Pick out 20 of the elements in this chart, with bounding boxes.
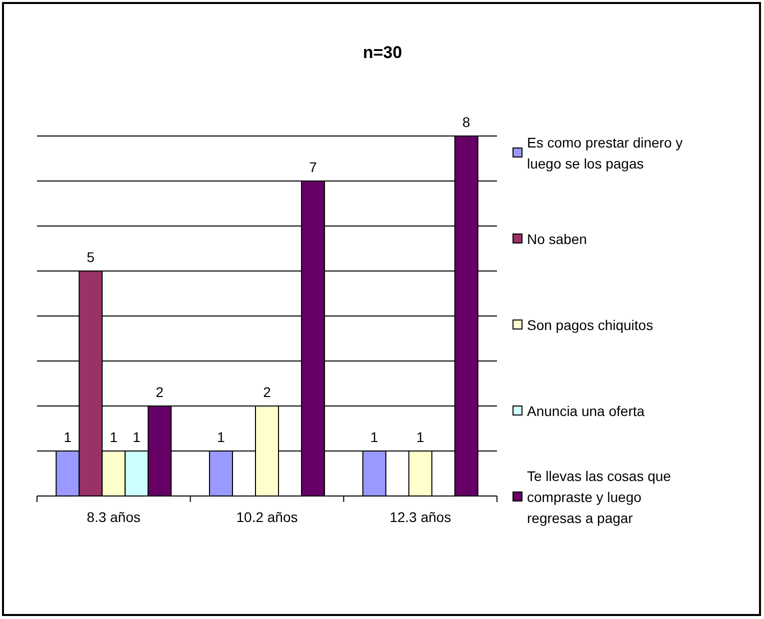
data-label: 1 xyxy=(110,429,118,445)
data-label: 2 xyxy=(156,384,164,400)
legend-label: No saben xyxy=(527,231,587,247)
chart-title: n=30 xyxy=(362,43,402,62)
data-label: 7 xyxy=(309,159,318,175)
data-label: 1 xyxy=(370,429,378,445)
data-label: 8 xyxy=(462,114,470,130)
legend-label: Te llevas las cosas que compraste y luego regresas a pagar xyxy=(527,468,672,526)
legend-label: Es como prestar dinero y luego se los pagas xyxy=(527,134,683,172)
legend-label: Son pagos chiquitos xyxy=(527,317,654,333)
x-tick-label: 10.2 años xyxy=(236,509,298,525)
data-label: 1 xyxy=(132,429,141,445)
data-label: 1 xyxy=(64,429,72,445)
x-tick-label: 12.3 años xyxy=(390,509,452,525)
data-label: 1 xyxy=(416,429,424,445)
data-label: 2 xyxy=(263,384,272,400)
data-label: 5 xyxy=(86,249,95,265)
data-label: 1 xyxy=(217,429,226,445)
x-tick-label: 8.3 años xyxy=(86,509,141,525)
legend-label: Anuncia una oferta xyxy=(527,403,645,419)
